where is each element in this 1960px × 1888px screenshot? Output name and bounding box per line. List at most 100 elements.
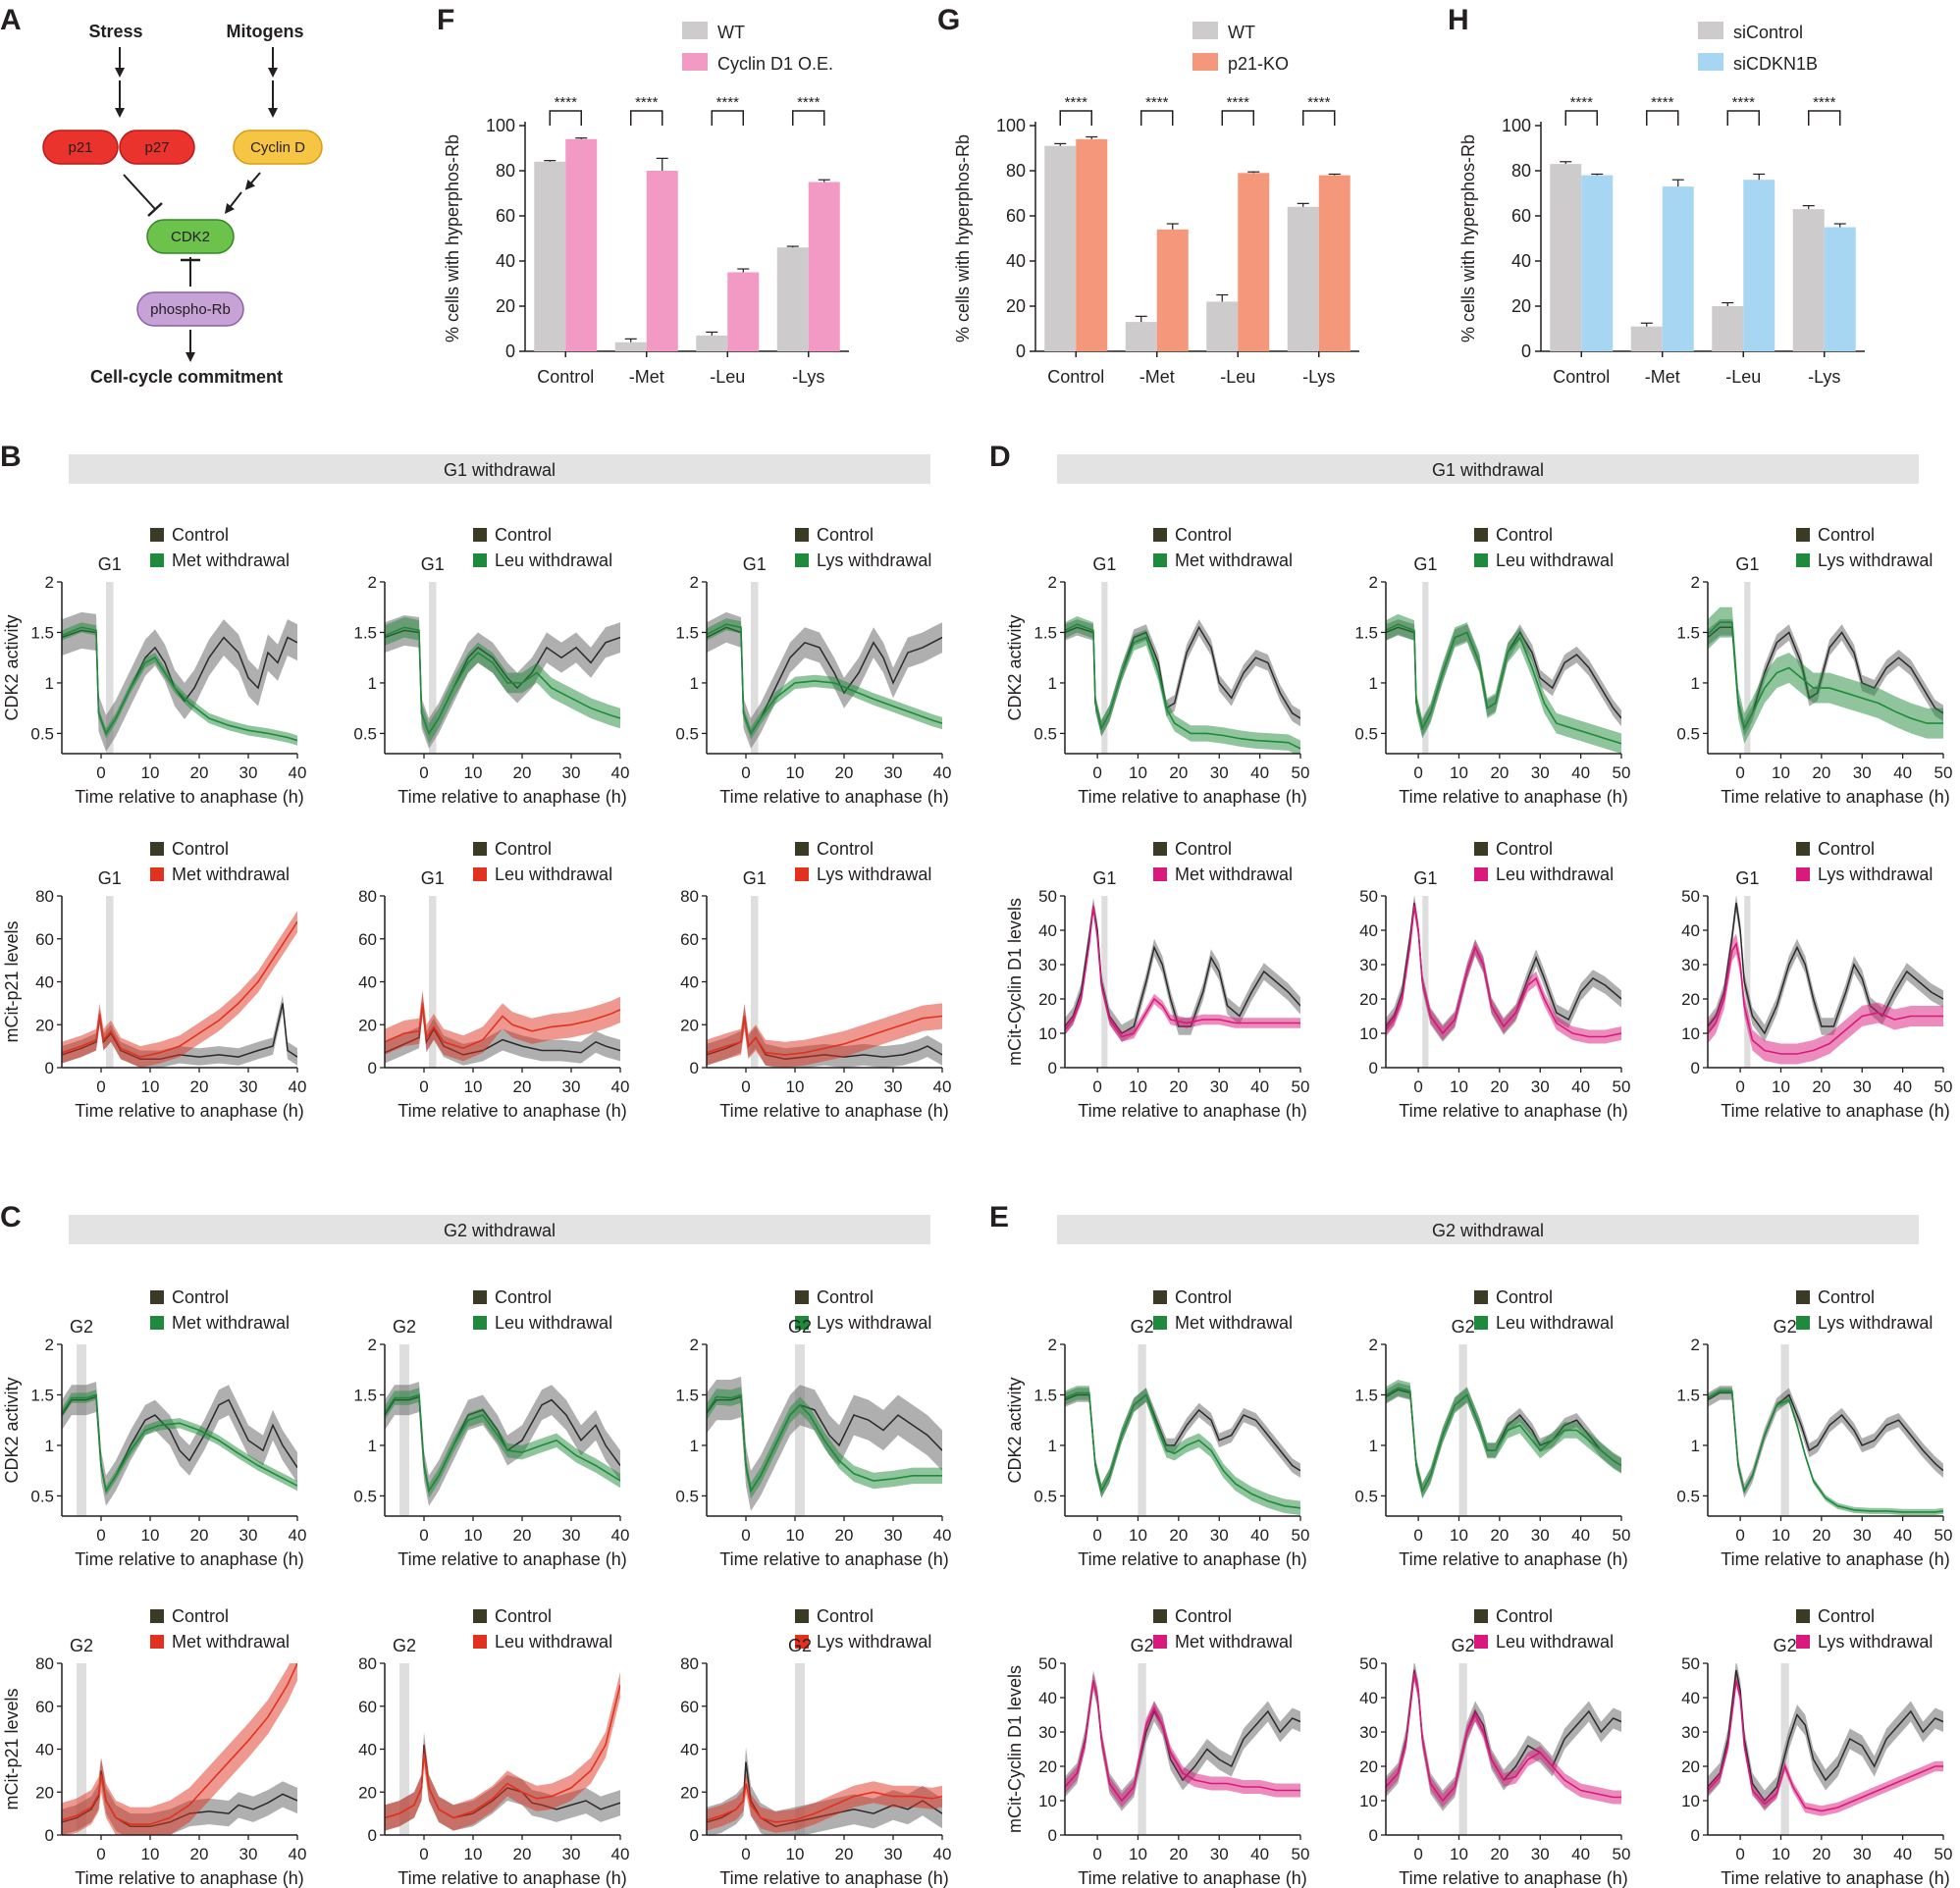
- x-tick-label: 20: [513, 763, 532, 782]
- phase-shading: [429, 896, 437, 1068]
- x-tick-label: 10: [1772, 1526, 1790, 1545]
- phase-shading: [399, 1663, 409, 1835]
- x-tick-label: 10: [1129, 1077, 1147, 1096]
- x-tick-label: 0: [741, 1845, 750, 1863]
- x-tick-label: Control: [1553, 367, 1610, 387]
- phase-shading: [106, 896, 114, 1068]
- x-tick-label: 0: [96, 763, 105, 782]
- legend-label-treatment: Leu withdrawal: [495, 551, 612, 570]
- y-tick-label: 40: [1681, 1689, 1700, 1707]
- banner-c-g2-label: G2 withdrawal: [444, 1221, 556, 1240]
- pathway-diagram: Stress Mitogens p21 p27 Cyclin D CDK2: [42, 22, 323, 387]
- legend-swatch-treatment: [1796, 553, 1810, 567]
- bar-chart-h: siControl siCDKN1B 0 20 40 60 80 100 % cells wit…: [1458, 22, 1865, 387]
- x-tick-label: 20: [513, 1526, 532, 1545]
- significance-bracket: [711, 110, 744, 126]
- y-tick-label: 1.5: [1033, 1386, 1057, 1404]
- treatment-line: [1065, 623, 1300, 750]
- phase-shading: [77, 1344, 86, 1516]
- treatment-line: [385, 1003, 620, 1050]
- plot-area: [1708, 606, 1943, 744]
- control-band: [62, 611, 297, 752]
- legend-swatch-control: [1474, 528, 1488, 542]
- y-tick-label: 60: [1006, 206, 1026, 226]
- y-axis-label: mCit-Cyclin D1 levels: [1005, 898, 1025, 1066]
- legend-swatch-treatment: [1796, 1635, 1810, 1649]
- y-tick-label: 30: [1038, 1723, 1057, 1742]
- y-tick-label: 80: [358, 887, 377, 906]
- plot-area: [1708, 1663, 1943, 1816]
- x-tick-label: 10: [786, 1526, 805, 1545]
- y-tick-label: 100: [1502, 116, 1531, 135]
- x-tick-label: 0: [741, 763, 750, 782]
- y-tick-label: 2: [368, 573, 377, 592]
- treatment-line: [62, 920, 297, 1058]
- y-tick-label: 40: [35, 1741, 54, 1759]
- treatment-line: [385, 1393, 620, 1494]
- legend-swatch-treatment: [473, 1316, 487, 1330]
- x-tick-label: 0: [1092, 763, 1101, 782]
- legend-swatch-treatment: [1796, 867, 1810, 881]
- x-tick-label: 50: [1934, 1077, 1953, 1096]
- legend-swatch-control: [473, 1609, 487, 1623]
- significance-label: ****: [797, 94, 821, 111]
- x-tick-label: 0: [1413, 1077, 1422, 1096]
- phase-label: G2: [1131, 1317, 1154, 1337]
- x-tick-label: 20: [190, 1526, 209, 1545]
- bar: [1630, 326, 1663, 351]
- panel-label-h: H: [1448, 4, 1469, 36]
- banner-c-g2: [69, 1215, 930, 1244]
- phase-shading: [1101, 896, 1108, 1068]
- legend-label: WT: [1228, 23, 1255, 42]
- x-tick-label: 30: [1531, 1526, 1550, 1545]
- y-tick-label: 20: [35, 1783, 54, 1802]
- x-tick-label: -Lys: [1808, 367, 1840, 387]
- bar: [1076, 138, 1108, 351]
- x-axis-label: Time relative to anaphase (h): [1078, 1101, 1306, 1121]
- y-tick-label: 80: [1511, 161, 1531, 181]
- legend-swatch-control: [473, 842, 487, 856]
- y-tick-label: 1.5: [353, 1386, 377, 1404]
- phase-label: G2: [70, 1317, 93, 1337]
- x-tick-label: 0: [419, 1526, 428, 1545]
- x-tick-label: 30: [1210, 763, 1229, 782]
- x-tick-label: 10: [464, 763, 483, 782]
- y-tick-label: 80: [680, 887, 699, 906]
- x-axis-label: Time relative to anaphase (h): [1078, 1549, 1306, 1569]
- x-axis-label: Time relative to anaphase (h): [75, 1549, 303, 1569]
- plot-area: [385, 1382, 620, 1506]
- y-tick-label: 40: [1359, 1689, 1378, 1707]
- phase-label: G1: [1092, 554, 1116, 574]
- y-tick-label: 10: [1681, 1792, 1700, 1810]
- significance-label: ****: [1227, 94, 1250, 111]
- x-tick-label: 50: [1934, 1526, 1953, 1545]
- y-tick-label: 40: [1038, 1689, 1057, 1707]
- plot-area: [62, 911, 297, 1068]
- legend-swatch-control: [473, 528, 487, 542]
- control-line: [1708, 1391, 1943, 1494]
- x-tick-label: 10: [1450, 763, 1468, 782]
- x-tick-label: -Met: [1139, 367, 1175, 387]
- legend-label-treatment: Lys withdrawal: [1818, 865, 1933, 884]
- legend-swatch-treatment: [1796, 1316, 1810, 1330]
- legend-swatch: [682, 53, 708, 71]
- y-tick-label: 40: [358, 973, 377, 992]
- legend-label-control: Control: [817, 1287, 874, 1307]
- y-tick-label: 20: [680, 1783, 699, 1802]
- y-tick-label: 0.5: [1354, 724, 1378, 743]
- x-tick-label: 0: [1413, 763, 1422, 782]
- x-tick-label: 30: [239, 763, 258, 782]
- x-tick-label: 40: [933, 1526, 952, 1545]
- legend-swatch-control: [150, 1609, 164, 1623]
- legend-label-control: Control: [817, 525, 874, 545]
- bar-charts: WT Cyclin D1 O.E. 0 20 40 60 80 100 % cells with…: [443, 22, 1865, 387]
- bar: [646, 171, 678, 351]
- significance-label: ****: [1145, 94, 1169, 111]
- banner-e-g2: [1057, 1215, 1919, 1244]
- x-tick-label: 0: [419, 763, 428, 782]
- y-tick-label: 1.5: [675, 1386, 699, 1404]
- phase-label: G2: [1452, 1317, 1475, 1337]
